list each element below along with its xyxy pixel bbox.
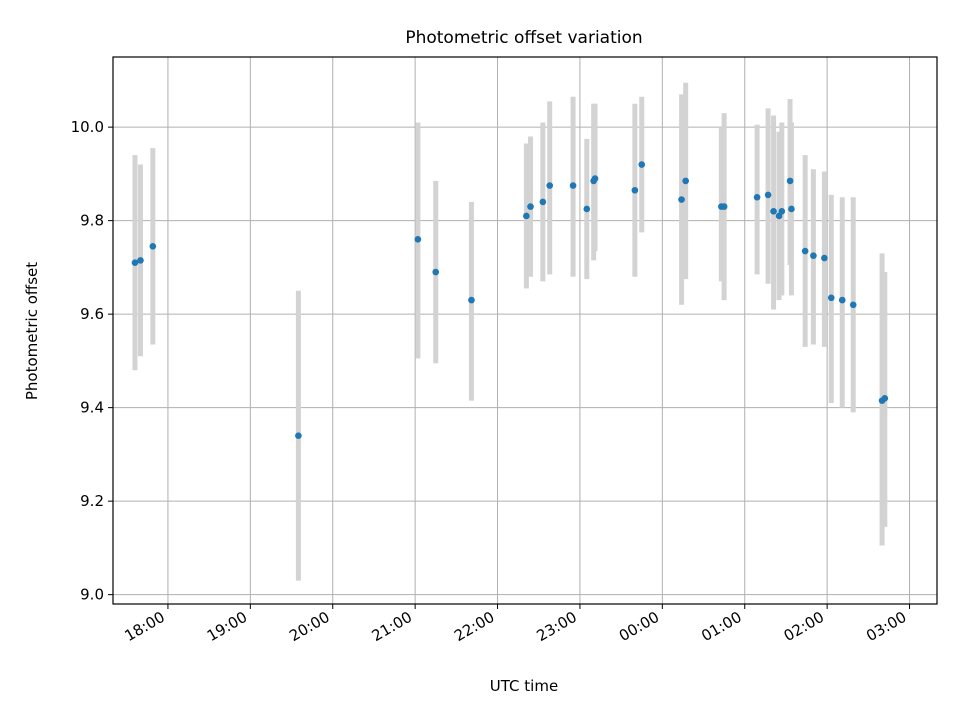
x-tick-label: 00:00 [616, 608, 662, 645]
data-point [295, 432, 302, 439]
x-tick-label: 23:00 [533, 608, 579, 645]
chart-title: Photometric offset variation [405, 28, 642, 48]
data-point [764, 191, 772, 199]
y-tick-label: 9.2 [80, 492, 104, 510]
data-point [131, 259, 139, 267]
data-point [720, 203, 728, 210]
data-point [838, 296, 846, 304]
x-tick-label: 03:00 [863, 608, 909, 645]
x-tick-label: 02:00 [781, 608, 827, 645]
y-tick-label: 10.0 [71, 118, 104, 136]
error-bars [132, 82, 888, 581]
x-tick-label: 22:00 [451, 608, 497, 645]
data-point [801, 247, 809, 255]
x-tick-label: 01:00 [698, 608, 744, 645]
y-tick-label: 9.8 [80, 212, 104, 230]
data-point [788, 205, 795, 213]
data-point [678, 196, 685, 203]
data-point [682, 177, 689, 185]
data-point [569, 182, 577, 189]
y-axis-label: Photometric offset [23, 262, 41, 400]
data-point [778, 207, 786, 215]
data-point [827, 294, 835, 302]
x-tick-label: 18:00 [121, 608, 167, 645]
data-point [591, 175, 599, 182]
y-tick-label: 9.6 [80, 305, 104, 323]
x-tick-label: 20:00 [286, 608, 332, 645]
data-point [432, 268, 440, 276]
data-point [821, 254, 828, 262]
data-points [131, 161, 889, 439]
y-tick-label: 9.4 [80, 399, 104, 417]
x-axis-label: UTC time [490, 677, 558, 695]
x-tick-label: 21:00 [369, 608, 415, 645]
data-point [539, 198, 547, 206]
data-point [149, 243, 157, 250]
data-point [849, 301, 857, 309]
data-point [527, 203, 534, 210]
y-tick-label: 9.0 [80, 586, 104, 604]
data-point [810, 252, 817, 259]
grid-lines [113, 57, 937, 604]
data-point [770, 207, 777, 215]
plot-area-frame [112, 56, 938, 605]
data-point [583, 205, 591, 213]
data-point [414, 236, 422, 243]
data-point [638, 161, 646, 168]
data-point [546, 182, 554, 189]
x-tick-label: 19:00 [204, 608, 250, 645]
data-point [881, 394, 889, 402]
data-point [523, 212, 530, 220]
data-point [753, 193, 761, 201]
data-point [786, 177, 794, 185]
data-point [468, 296, 475, 304]
data-point [631, 186, 639, 194]
data-point [137, 257, 144, 264]
